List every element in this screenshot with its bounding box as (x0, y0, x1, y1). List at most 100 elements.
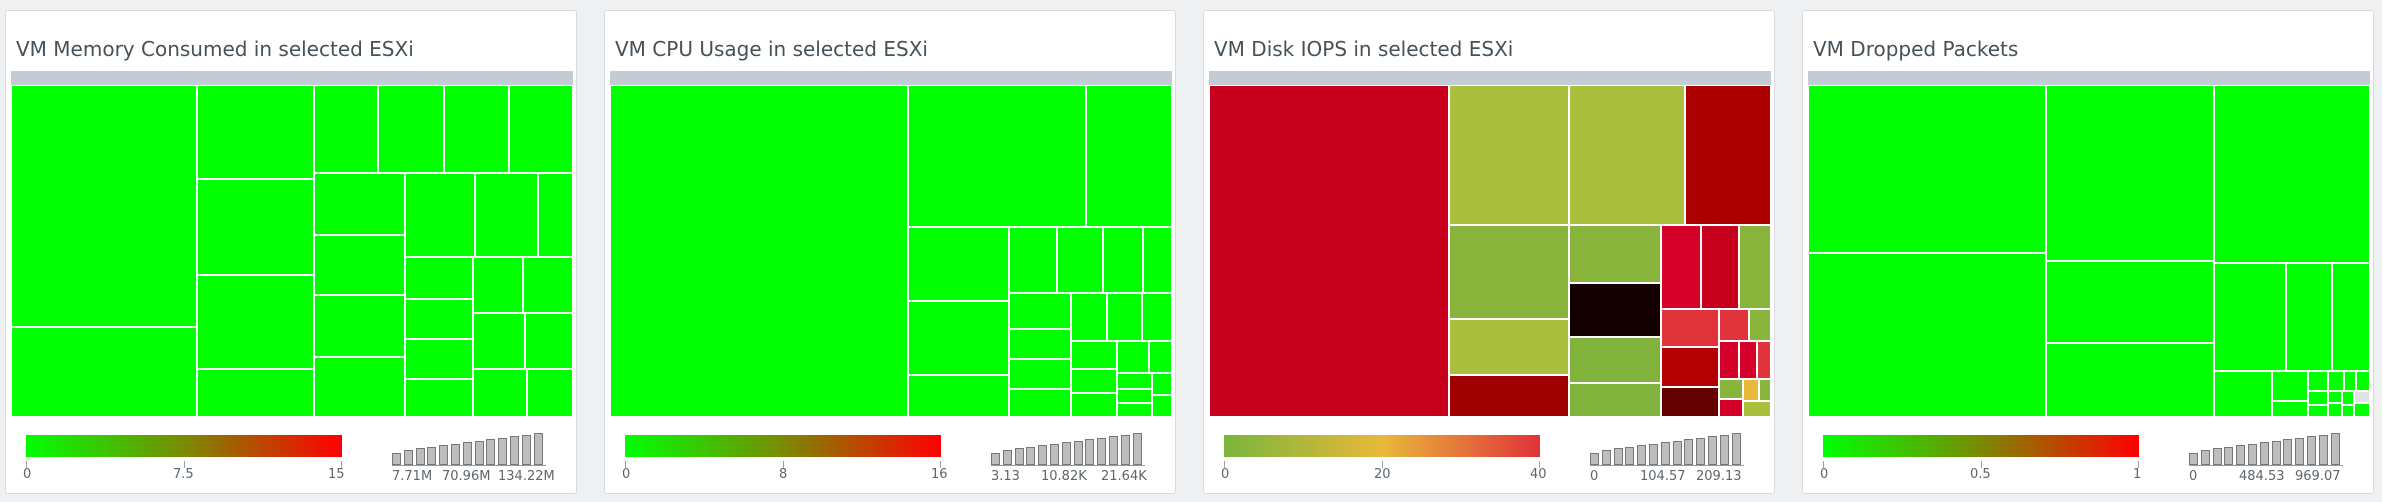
treemap-tile[interactable] (2272, 401, 2308, 417)
treemap-tile[interactable] (1152, 395, 1172, 417)
treemap-tile[interactable] (378, 85, 444, 173)
treemap-tile[interactable] (1142, 293, 1172, 341)
treemap-tile[interactable] (908, 85, 1086, 227)
treemap-tile[interactable] (1149, 341, 1172, 373)
treemap-tile[interactable] (1009, 329, 1071, 359)
treemap-tile[interactable] (1661, 309, 1719, 347)
treemap-tile[interactable] (1569, 337, 1661, 383)
treemap-tile[interactable] (11, 327, 197, 417)
treemap-tile[interactable] (610, 85, 908, 417)
treemap-tile[interactable] (1057, 227, 1103, 293)
treemap-tile[interactable] (1449, 85, 1569, 225)
treemap-tile[interactable] (1071, 293, 1107, 341)
treemap-tile[interactable] (1071, 393, 1117, 417)
treemap-tile[interactable] (405, 299, 473, 339)
treemap-tile[interactable] (314, 357, 405, 417)
treemap-tile[interactable] (1719, 379, 1743, 399)
treemap-tile[interactable] (1719, 399, 1743, 417)
treemap-tile[interactable] (197, 179, 314, 275)
treemap-tile[interactable] (1009, 389, 1071, 417)
treemap-tile[interactable] (1569, 283, 1661, 337)
treemap-tile[interactable] (1009, 227, 1057, 293)
treemap-tile[interactable] (2344, 371, 2356, 391)
treemap-tile[interactable] (1743, 379, 1759, 401)
treemap-tile[interactable] (1701, 225, 1739, 309)
treemap-tile[interactable] (1117, 403, 1152, 417)
treemap-tile[interactable] (908, 301, 1009, 375)
treemap-tile[interactable] (1449, 375, 1569, 417)
treemap-tile[interactable] (1569, 225, 1661, 283)
treemap-tile[interactable] (1749, 309, 1771, 341)
treemap-tile[interactable] (1719, 309, 1749, 341)
treemap-tile[interactable] (1143, 227, 1172, 293)
treemap-tile[interactable] (11, 85, 197, 327)
treemap-tile[interactable] (2328, 391, 2342, 403)
treemap-tile[interactable] (1719, 341, 1739, 379)
treemap[interactable] (11, 85, 573, 417)
treemap-tile[interactable] (1086, 85, 1172, 227)
treemap-tile[interactable] (908, 375, 1009, 417)
treemap-tile[interactable] (1808, 85, 2046, 253)
treemap-tile[interactable] (525, 313, 573, 369)
treemap-tile[interactable] (2354, 403, 2370, 417)
treemap-tile[interactable] (2286, 263, 2332, 371)
treemap-tile[interactable] (2342, 391, 2354, 405)
treemap-tile[interactable] (2214, 85, 2370, 263)
treemap-tile[interactable] (2272, 371, 2308, 401)
treemap-tile[interactable] (314, 295, 405, 357)
treemap-tile[interactable] (473, 257, 523, 313)
treemap-tile[interactable] (523, 257, 573, 313)
treemap-tile[interactable] (2308, 405, 2328, 417)
treemap-tile[interactable] (1449, 225, 1569, 319)
treemap-tile[interactable] (1152, 373, 1172, 395)
treemap-tile[interactable] (475, 173, 538, 257)
treemap-tile[interactable] (1009, 359, 1071, 389)
treemap-tile[interactable] (2214, 263, 2286, 371)
treemap-tile[interactable] (1117, 341, 1149, 373)
treemap-tile[interactable] (405, 257, 473, 299)
treemap-tile[interactable] (1449, 319, 1569, 375)
treemap-tile[interactable] (1071, 369, 1117, 393)
treemap-tile[interactable] (314, 173, 405, 235)
treemap-tile[interactable] (1739, 225, 1771, 309)
treemap-tile[interactable] (1209, 85, 1449, 417)
treemap-tile[interactable] (2328, 371, 2344, 391)
treemap-tile[interactable] (1808, 253, 2046, 417)
treemap-tile[interactable] (1661, 347, 1719, 387)
treemap-tile[interactable] (1569, 383, 1661, 417)
treemap-tile[interactable] (1743, 401, 1771, 417)
treemap-tile[interactable] (405, 339, 473, 379)
treemap-tile[interactable] (2308, 391, 2328, 405)
treemap-tile[interactable] (1685, 85, 1771, 225)
treemap-tile[interactable] (473, 369, 527, 417)
treemap-tile[interactable] (197, 369, 314, 417)
treemap-tile[interactable] (314, 235, 405, 295)
treemap-tile[interactable] (2046, 261, 2214, 343)
treemap-tile[interactable] (1661, 387, 1719, 417)
treemap-tile[interactable] (1569, 85, 1685, 225)
treemap-tile[interactable] (2308, 371, 2328, 391)
treemap-tile[interactable] (1117, 373, 1152, 389)
treemap-tile[interactable] (2356, 371, 2370, 391)
treemap-tile[interactable] (1759, 379, 1771, 401)
treemap-tile[interactable] (1117, 389, 1152, 403)
treemap-tile[interactable] (908, 227, 1009, 301)
treemap-tile[interactable] (405, 173, 475, 257)
treemap-tile[interactable] (538, 173, 573, 257)
treemap[interactable] (1209, 85, 1771, 417)
treemap[interactable] (610, 85, 1172, 417)
treemap-tile[interactable] (2214, 371, 2272, 417)
treemap-tile[interactable] (2328, 403, 2342, 417)
treemap-tile[interactable] (473, 313, 525, 369)
treemap-tile[interactable] (2332, 263, 2370, 371)
treemap-tile[interactable] (1757, 341, 1771, 379)
treemap-tile[interactable] (197, 275, 314, 369)
treemap-tile[interactable] (444, 85, 509, 173)
treemap-tile[interactable] (314, 85, 378, 173)
treemap-tile[interactable] (2046, 85, 2214, 261)
treemap-tile[interactable] (2354, 391, 2370, 403)
treemap-tile[interactable] (1661, 225, 1701, 309)
treemap-tile[interactable] (1071, 341, 1117, 369)
treemap-tile[interactable] (509, 85, 573, 173)
treemap-tile[interactable] (1103, 227, 1143, 293)
